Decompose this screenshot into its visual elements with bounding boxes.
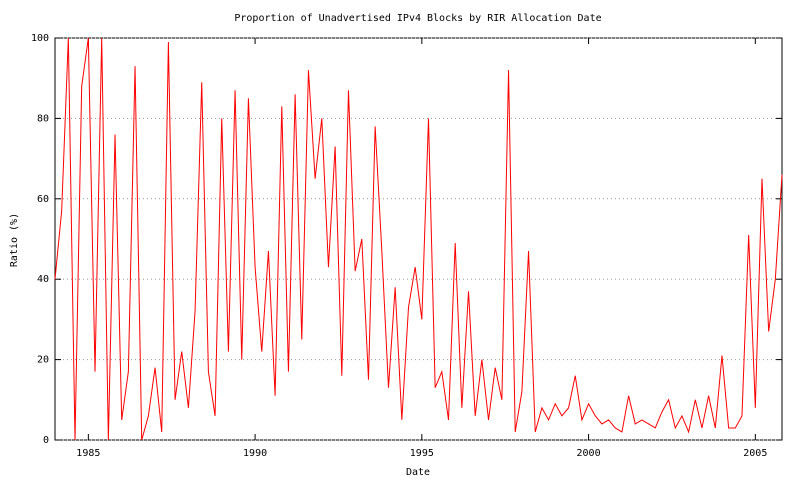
data-line	[54, 37, 783, 441]
plot-border	[54, 37, 783, 441]
x-tick-label: 2005	[743, 448, 767, 459]
y-tick-label: 60	[37, 194, 49, 205]
x-tick-label: 2000	[577, 448, 601, 459]
chart-title: Proportion of Unadvertised IPv4 Blocks b…	[234, 13, 601, 24]
y-tick-label: 80	[37, 113, 49, 124]
y-tick-label: 40	[37, 274, 49, 285]
x-tick-label: 1990	[243, 448, 267, 459]
x-tick-label: 1985	[76, 448, 100, 459]
y-axis-label: Ratio (%)	[9, 213, 20, 267]
y-tick-label: 100	[31, 33, 49, 44]
x-tick-label: 1995	[410, 448, 434, 459]
y-tick-label: 0	[43, 435, 49, 446]
x-axis-label: Date	[406, 467, 430, 478]
y-tick-label: 20	[37, 355, 49, 366]
